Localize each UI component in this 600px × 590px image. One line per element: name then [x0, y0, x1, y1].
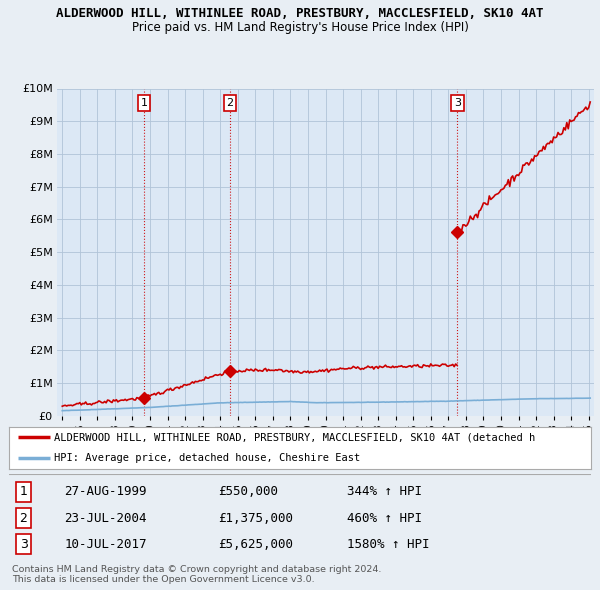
- Text: £5,625,000: £5,625,000: [218, 537, 293, 550]
- Text: 344% ↑ HPI: 344% ↑ HPI: [347, 486, 422, 499]
- Text: 3: 3: [454, 99, 461, 108]
- Text: 23-JUL-2004: 23-JUL-2004: [64, 512, 147, 525]
- Text: 1: 1: [20, 486, 28, 499]
- Text: Price paid vs. HM Land Registry's House Price Index (HPI): Price paid vs. HM Land Registry's House …: [131, 21, 469, 34]
- Text: This data is licensed under the Open Government Licence v3.0.: This data is licensed under the Open Gov…: [12, 575, 314, 584]
- Text: 10-JUL-2017: 10-JUL-2017: [64, 537, 147, 550]
- Text: ALDERWOOD HILL, WITHINLEE ROAD, PRESTBURY, MACCLESFIELD, SK10 4AT: ALDERWOOD HILL, WITHINLEE ROAD, PRESTBUR…: [56, 7, 544, 20]
- Text: 3: 3: [20, 537, 28, 550]
- Text: 460% ↑ HPI: 460% ↑ HPI: [347, 512, 422, 525]
- Text: £550,000: £550,000: [218, 486, 278, 499]
- Text: 2: 2: [20, 512, 28, 525]
- Text: 27-AUG-1999: 27-AUG-1999: [64, 486, 147, 499]
- Text: Contains HM Land Registry data © Crown copyright and database right 2024.: Contains HM Land Registry data © Crown c…: [12, 565, 382, 574]
- Text: 2: 2: [226, 99, 233, 108]
- Text: HPI: Average price, detached house, Cheshire East: HPI: Average price, detached house, Ches…: [55, 454, 361, 463]
- Text: ALDERWOOD HILL, WITHINLEE ROAD, PRESTBURY, MACCLESFIELD, SK10 4AT (detached h: ALDERWOOD HILL, WITHINLEE ROAD, PRESTBUR…: [55, 432, 536, 442]
- Text: 1: 1: [140, 99, 148, 108]
- Text: £1,375,000: £1,375,000: [218, 512, 293, 525]
- Text: 1580% ↑ HPI: 1580% ↑ HPI: [347, 537, 429, 550]
